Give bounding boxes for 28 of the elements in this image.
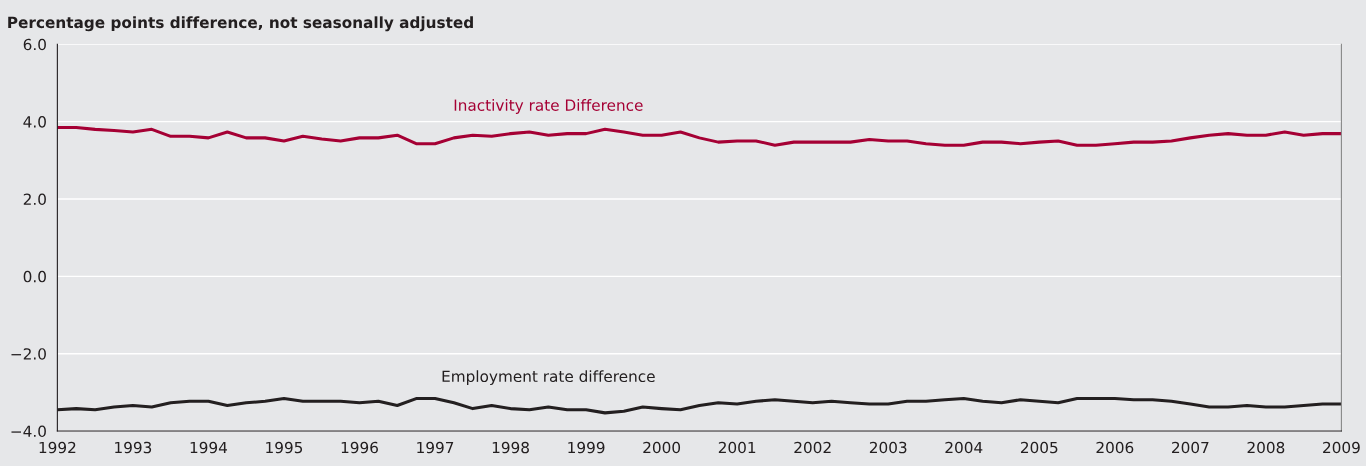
x-tick-label: 2008: [1247, 441, 1285, 454]
x-tick-label: 1993: [115, 441, 152, 454]
y-tick-label: −2.0: [11, 348, 46, 360]
series-label: Inactivity rate Difference: [454, 99, 643, 114]
x-tick-label: 2006: [1096, 441, 1134, 454]
line-series: [57, 125, 1342, 147]
y-tick-label: 2.0: [23, 193, 46, 205]
x-tick-label: 1999: [568, 441, 605, 454]
x-tick-label: 2002: [794, 441, 831, 454]
x-tick-label: 2009: [1323, 441, 1360, 454]
y-tick-label: 4.0: [23, 116, 46, 128]
x-tick-label: 2000: [643, 441, 681, 454]
y-tick-label: 0.0: [23, 270, 46, 283]
x-tick-label: 2003: [869, 441, 907, 454]
x-tick-label: 1997: [417, 441, 454, 454]
x-tick-label: 1992: [39, 441, 76, 454]
x-tick-label: 2005: [1020, 441, 1058, 454]
x-tick-label: 1995: [266, 441, 303, 454]
x-tick-label: 2007: [1172, 441, 1209, 454]
chart-title: Percentage points difference, not seasonally adjusted: [8, 16, 473, 32]
y-tick-label: −4.0: [11, 425, 46, 438]
x-tick-label: 2001: [718, 441, 756, 454]
x-tick-label: 1994: [190, 441, 228, 454]
y-tick-label: 6.0: [23, 38, 46, 51]
series-label: Employment rate difference: [442, 370, 655, 386]
x-tick-label: 2004: [945, 441, 983, 454]
x-tick-label: 1996: [341, 441, 378, 454]
x-tick-label: 1998: [492, 441, 529, 454]
